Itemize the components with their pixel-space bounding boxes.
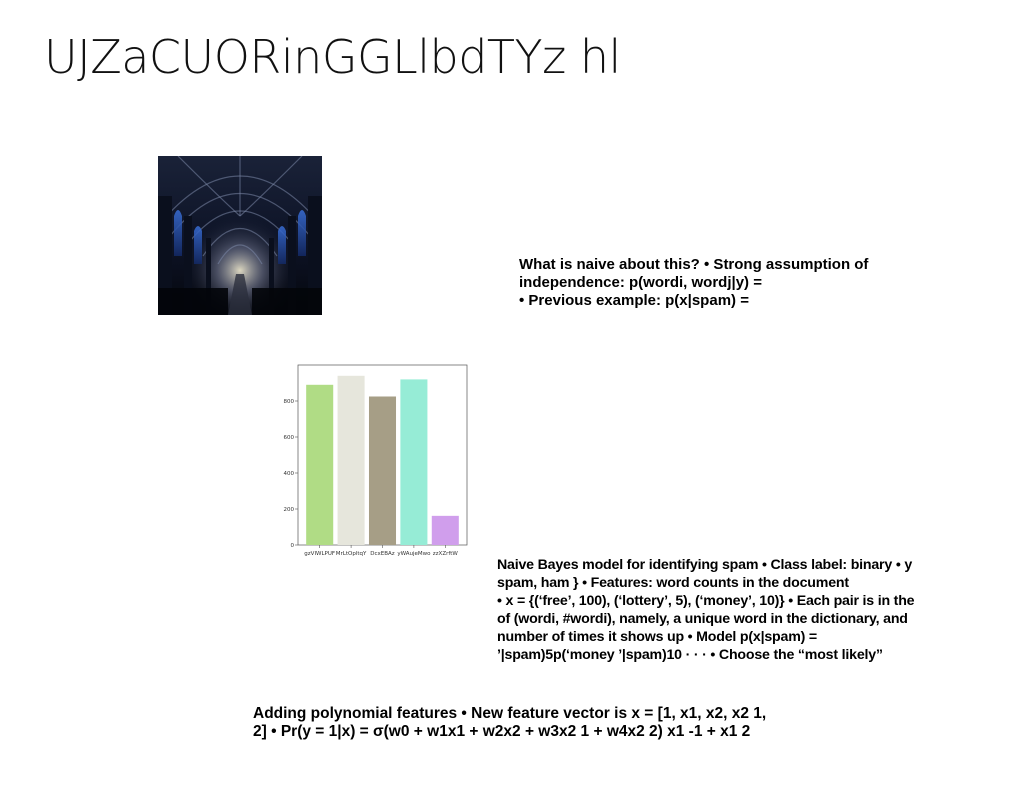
- y-tick-label: 0: [291, 543, 295, 549]
- bar-yWAujeMwo: [400, 379, 428, 545]
- text-line: spam, ham } • Features: word counts in t…: [497, 575, 849, 591]
- text-line: 2] • Pr(y = 1|x) = σ(w0 + w1x1 + w2x2 + …: [253, 723, 751, 740]
- polynomial-features-text: Adding polynomial features • New feature…: [253, 705, 953, 741]
- text-line: • Previous example: p(x|spam) =: [519, 292, 749, 309]
- y-tick-label: 600: [284, 435, 295, 441]
- text-line: ’|spam)5p(‘money ’|spam)10 · · · • Choos…: [497, 647, 883, 663]
- bar-zzXZrftW: [431, 515, 459, 545]
- x-tick-label: MrLtOpltqY: [336, 551, 367, 557]
- x-tick-label: yWAujeMwo: [397, 551, 431, 557]
- bar-chart-svg: 0 200 400 600 800 gzVIWLPUF MrLtOpltqY DcxEBAz y…: [284, 364, 468, 557]
- slide-title: UJZaCUORinGGLlbdTYz hl: [44, 30, 621, 84]
- y-tick-label: 200: [284, 507, 295, 513]
- bar-MrLtOpltqY: [337, 375, 365, 545]
- naive-assumption-text: What is naive about this? • Strong assum…: [519, 256, 979, 310]
- bar-DcxEBAz: [368, 396, 397, 545]
- text-line: • x = {(‘free’, 100), (‘lottery’, 5), (‘…: [497, 593, 915, 609]
- cathedral-photo: [158, 156, 322, 315]
- y-tick-label: 800: [284, 399, 295, 405]
- y-tick-label: 400: [284, 471, 295, 477]
- cathedral-interior-icon: [158, 156, 322, 315]
- text-line: of (wordi, #wordi), namely, a unique wor…: [497, 611, 908, 627]
- text-line: Adding polynomial features • New feature…: [253, 705, 767, 722]
- naive-bayes-spam-text: Naive Bayes model for identifying spam •…: [497, 556, 1022, 664]
- x-tick-label: zzXZrftW: [433, 551, 459, 557]
- bar-gzVIWLPUF: [306, 384, 334, 545]
- text-line: number of times it shows up • Model p(x|…: [497, 629, 817, 645]
- x-tick-label: DcxEBAz: [370, 551, 395, 557]
- x-tick-label: gzVIWLPUF: [304, 551, 335, 557]
- text-line: What is naive about this? • Strong assum…: [519, 256, 869, 273]
- text-line: Naive Bayes model for identifying spam •…: [497, 557, 913, 573]
- bar-chart: 0 200 400 600 800 gzVIWLPUF MrLtOpltqY DcxEBAz y…: [280, 358, 472, 560]
- text-line: independence: p(wordi, wordj|y) =: [519, 274, 762, 291]
